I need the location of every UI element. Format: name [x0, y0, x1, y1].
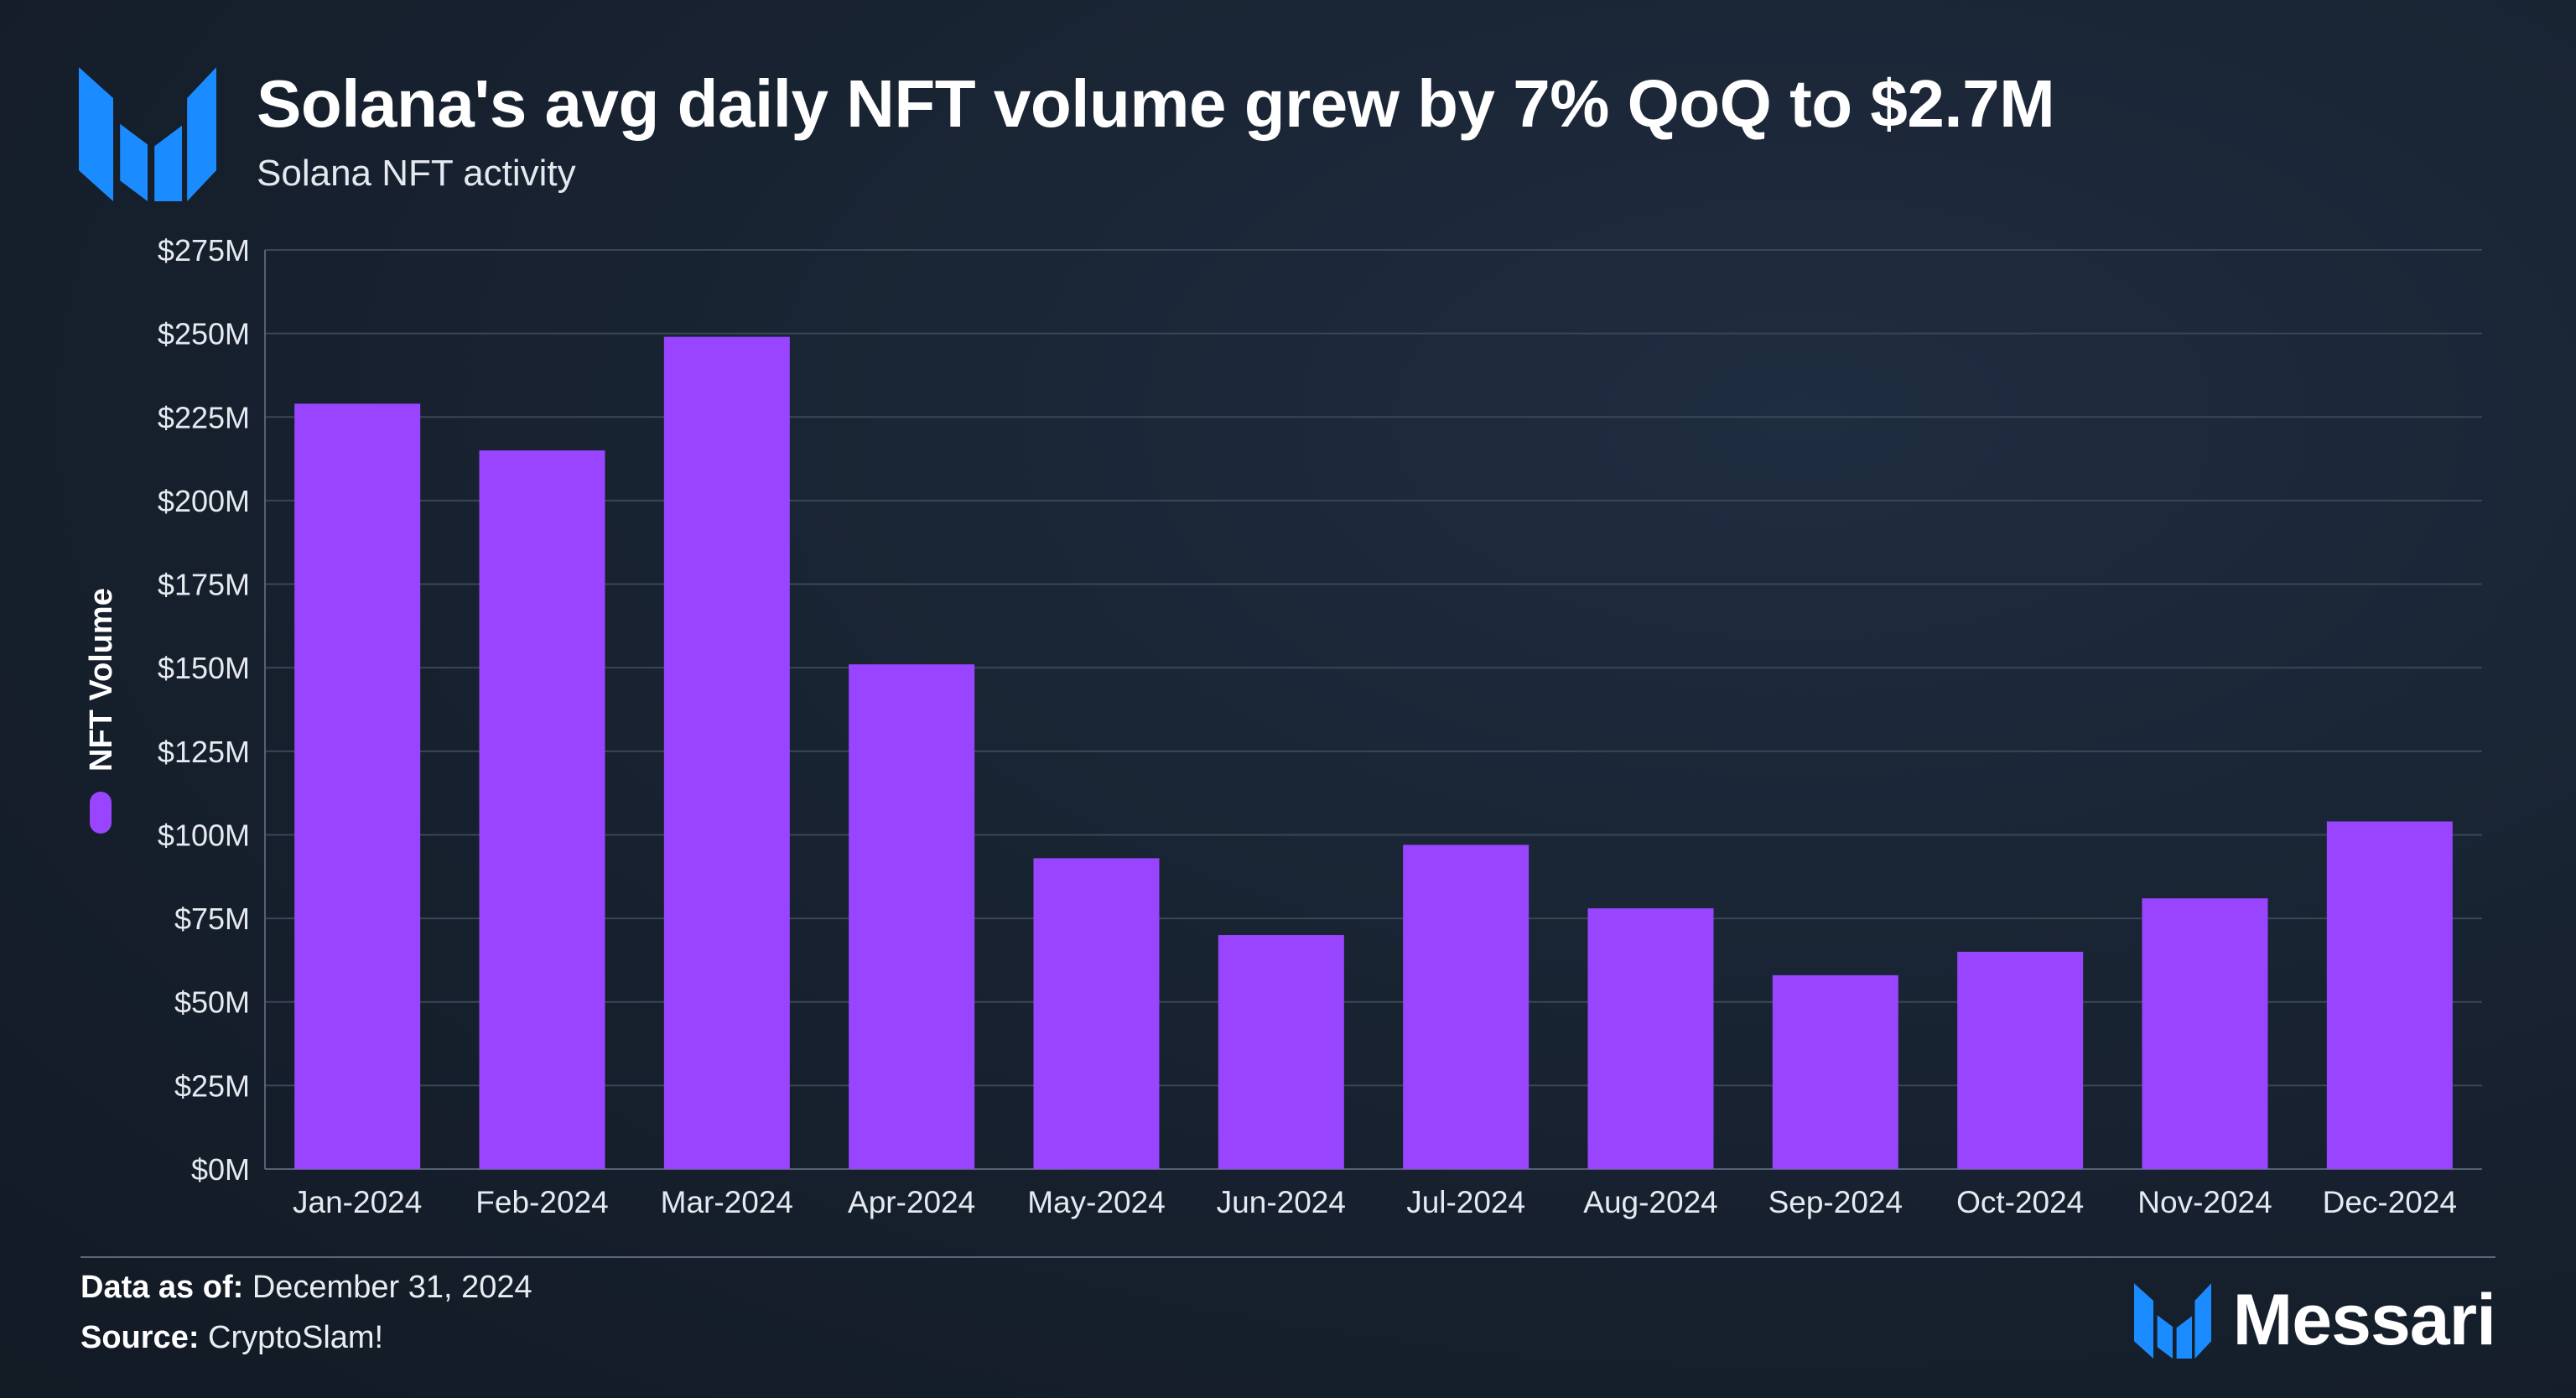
source-value: CryptoSlam! — [208, 1320, 384, 1355]
chart-title: Solana's avg daily NFT volume grew by 7%… — [257, 66, 2055, 141]
y-tick-label: $175M — [158, 568, 250, 602]
y-tick-label: $0M — [191, 1152, 250, 1187]
source-label: Source: — [80, 1320, 200, 1355]
x-tick-label: Jul-2024 — [1406, 1185, 1525, 1219]
y-tick-label: $225M — [158, 400, 250, 434]
bar — [1218, 935, 1344, 1169]
x-tick-label: May-2024 — [1027, 1185, 1166, 1219]
messari-logo-icon — [2133, 1283, 2211, 1359]
bar — [1033, 858, 1160, 1169]
x-tick-label: Sep-2024 — [1768, 1185, 1903, 1219]
legend-swatch — [90, 792, 112, 834]
messari-brand: Messari — [2133, 1278, 2496, 1362]
y-tick-label: $75M — [174, 902, 250, 936]
x-tick-label: Apr-2024 — [848, 1185, 975, 1219]
y-tick-label: $50M — [174, 985, 250, 1020]
bar — [2326, 821, 2453, 1169]
y-tick-label: $25M — [174, 1068, 250, 1103]
y-tick-label: $250M — [158, 317, 250, 351]
bar — [1587, 908, 1714, 1169]
chart-subtitle: Solana NFT activity — [257, 153, 576, 194]
data-as-of-label: Data as of: — [80, 1270, 244, 1305]
bar — [1772, 974, 1898, 1169]
bar — [1957, 951, 2084, 1169]
y-tick-label: $125M — [158, 735, 250, 769]
footer-divider — [80, 1256, 2496, 1258]
x-tick-label: Aug-2024 — [1583, 1185, 1717, 1219]
bar — [479, 450, 605, 1169]
bar — [849, 664, 975, 1169]
data-as-of-value: December 31, 2024 — [252, 1270, 532, 1305]
x-tick-label: Jan-2024 — [293, 1185, 422, 1219]
x-tick-label: Mar-2024 — [661, 1185, 793, 1219]
messari-logo-icon — [79, 67, 216, 201]
x-tick-label: Dec-2024 — [2323, 1185, 2457, 1219]
y-tick-label: $150M — [158, 651, 250, 685]
x-tick-label: Nov-2024 — [2137, 1185, 2272, 1219]
data-as-of: Data as of: December 31, 2024 — [80, 1270, 532, 1306]
x-tick-label: Feb-2024 — [475, 1185, 608, 1219]
y-tick-label: $200M — [158, 484, 250, 518]
bar — [2142, 898, 2268, 1169]
y-tick-label: $100M — [158, 818, 250, 852]
legend-label: NFT Volume — [84, 588, 119, 772]
brand-name: Messari — [2232, 1279, 2496, 1360]
x-tick-label: Oct-2024 — [1956, 1185, 2084, 1219]
y-tick-label: $275M — [158, 233, 250, 268]
bar — [663, 336, 790, 1169]
bar-chart: $0M $25M $50M $75M $100M $125M $150M $175M $200M… — [84, 233, 2482, 1219]
x-tick-label: Jun-2024 — [1217, 1185, 1346, 1219]
bar — [1403, 845, 1530, 1169]
bar — [294, 403, 421, 1169]
source: Source: CryptoSlam! — [80, 1320, 383, 1356]
